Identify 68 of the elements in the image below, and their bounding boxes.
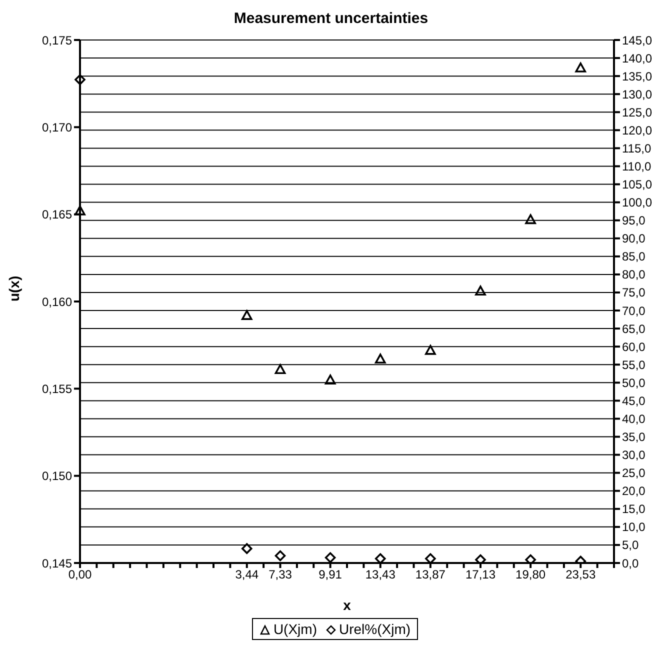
x-tick-label: 0,00 [68, 568, 92, 582]
y2-tick-label: 0,0 [622, 556, 640, 570]
y2-tick-label: 110,0 [622, 160, 652, 174]
x-tick-label: 13,43 [365, 568, 396, 582]
chart-title: Measurement uncertainties [232, 10, 430, 27]
point [274, 550, 286, 562]
point [374, 553, 386, 563]
point [274, 364, 286, 374]
point [525, 214, 536, 224]
y2-tick-label: 130,0 [622, 87, 652, 102]
y2-tick-label: 95,0 [622, 214, 646, 228]
point [74, 74, 86, 86]
y2-tick-label: 15,0 [622, 502, 646, 516]
y2-tick-label: 10,0 [622, 520, 646, 534]
point [241, 543, 252, 554]
y2-tick-label: 25,0 [622, 466, 646, 480]
x-axis-title: x [343, 597, 352, 613]
x-tick-label: 17,13 [465, 568, 496, 582]
point [525, 554, 536, 563]
y2-tick-label: 35,0 [622, 430, 646, 444]
x-tick-label: 7,33 [268, 568, 292, 582]
x-tick-label: 19,80 [516, 568, 546, 582]
y2-tick-label: 135,0 [622, 69, 652, 84]
y2-tick-label: 85,0 [622, 250, 646, 264]
y2-tick-label: 80,0 [622, 268, 646, 282]
point [241, 310, 252, 320]
point [575, 62, 586, 72]
y2-tick-label: 50,0 [622, 376, 646, 390]
y2-tick-label: 70,0 [622, 304, 646, 318]
y-tick-label: 0,145 [42, 556, 72, 570]
y2-tick-label: 65,0 [622, 322, 646, 336]
y-tick-label: 0,150 [42, 469, 72, 484]
y2-tick-label: 40,0 [622, 412, 646, 426]
y2-tick-label: 60,0 [622, 340, 646, 354]
y-tick-label: 0,165 [42, 208, 72, 222]
point [475, 554, 486, 563]
y2-tick-label: 115,0 [622, 141, 652, 156]
y2-tick-label: 100,0 [622, 196, 652, 210]
x-tick-label: 23,53 [566, 568, 596, 582]
y2-tick-label: 30,0 [622, 448, 646, 462]
point [425, 344, 436, 355]
y-axis-title: u(x) [6, 276, 22, 302]
y2-tick-label: 5,0 [622, 538, 640, 552]
y2-tick-label: 20,0 [622, 484, 646, 498]
y-tick-label: 0,170 [42, 120, 72, 134]
legend-label: Urel%(Xjm) [338, 621, 411, 637]
x-tick-label: 13,87 [415, 568, 446, 582]
y2-tick-label: 105,0 [622, 178, 652, 192]
y2-tick-label: 120,0 [622, 123, 652, 138]
x-tick-label: 3,44 [235, 568, 259, 582]
y-tick-label: 0,160 [42, 294, 72, 309]
x-tick-label: 9,91 [318, 568, 342, 582]
legend-label: U(Xjm) [272, 621, 317, 637]
y2-tick-label: 140,0 [622, 51, 652, 66]
y-tick-label: 0,175 [42, 33, 72, 48]
y2-tick-label: 145,0 [622, 33, 652, 48]
y2-tick-label: 55,0 [622, 358, 646, 372]
y-tick-label: 0,155 [42, 382, 72, 396]
y2-tick-label: 125,0 [622, 105, 652, 120]
point [475, 286, 486, 296]
y2-tick-label: 90,0 [622, 232, 646, 246]
y2-tick-label: 45,0 [622, 394, 646, 408]
point [74, 205, 86, 216]
point [324, 552, 336, 563]
point [425, 553, 436, 563]
point [324, 374, 336, 384]
point [374, 354, 386, 364]
y2-tick-label: 75,0 [622, 286, 646, 300]
